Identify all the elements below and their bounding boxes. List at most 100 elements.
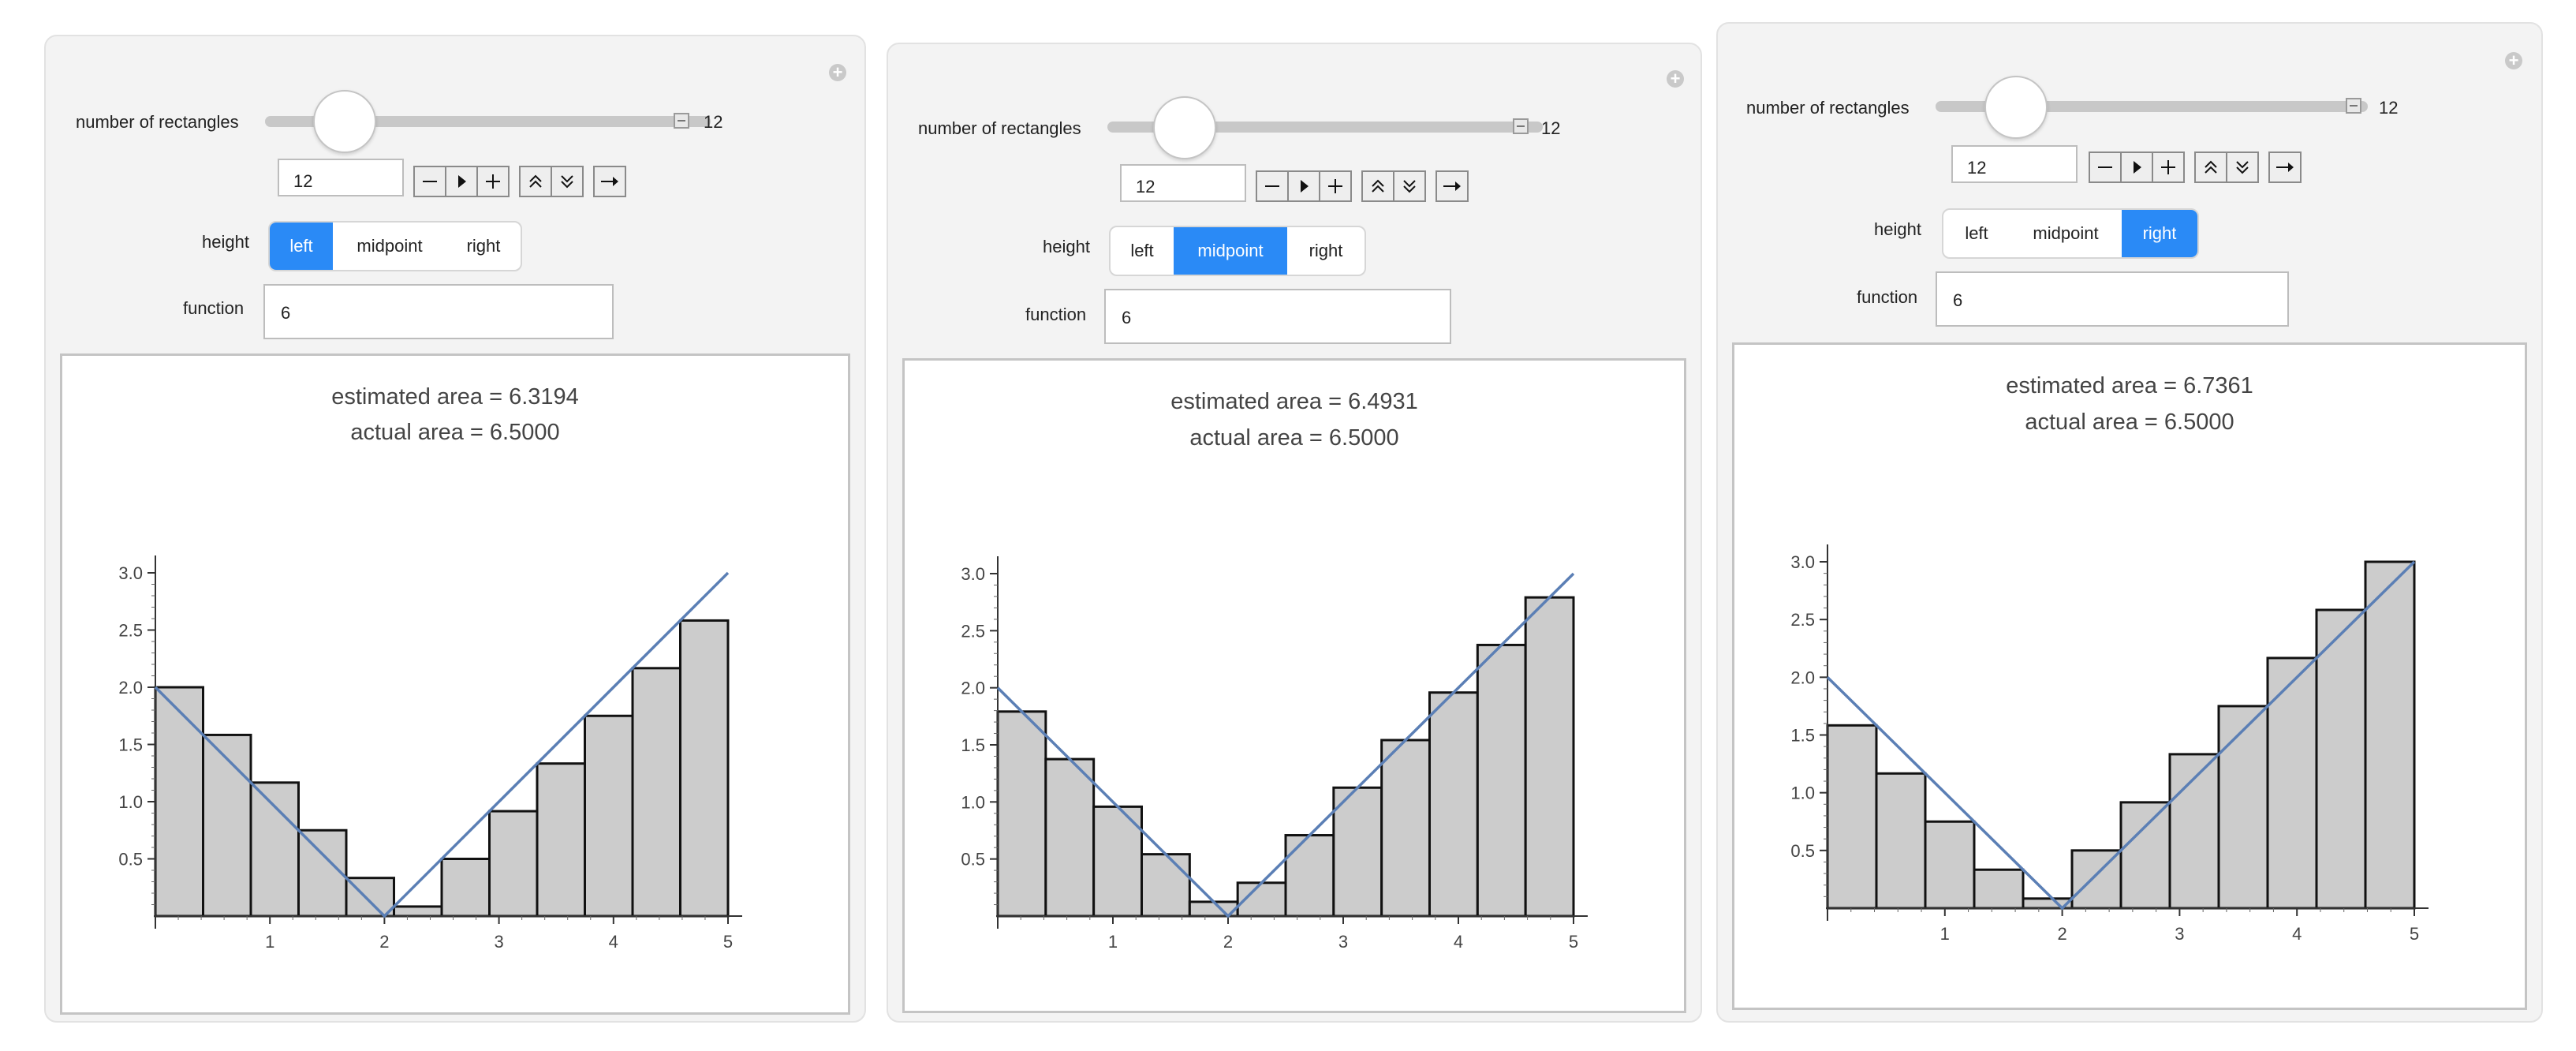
manipulate-panel-left: + number of rectangles 12 12 height left… [44, 35, 866, 1023]
riemann-chart: 1 2 3 4 5 0.5 1.0 1.5 2.0 2.5 3.0 [1790, 544, 2429, 944]
bar-9 [536, 762, 586, 918]
direction-button[interactable] [2268, 151, 2302, 183]
bar-3 [1924, 820, 1976, 910]
rectangles-input[interactable]: 12 [278, 159, 404, 196]
slider-collapse-icon[interactable] [2346, 98, 2361, 114]
bar-9 [1380, 739, 1432, 918]
decrement-button[interactable] [413, 166, 446, 197]
direction-button[interactable] [593, 166, 626, 197]
height-option-left[interactable]: left [270, 223, 333, 270]
bar-3 [1092, 805, 1144, 918]
play-button[interactable] [1287, 170, 1320, 202]
actual-area: actual area = 6.5000 [350, 420, 560, 445]
increment-button[interactable] [1319, 170, 1352, 202]
rectangles-slider-thumb[interactable] [1153, 96, 1216, 159]
bar-4 [297, 828, 348, 918]
bar-12 [1524, 596, 1575, 918]
slower-button[interactable] [1393, 170, 1426, 202]
function-label: function [183, 298, 245, 318]
actual-area: actual area = 6.5000 [2025, 410, 2234, 435]
bar-7 [2119, 801, 2171, 910]
estimated-area: estimated area = 6.4931 [1170, 389, 1418, 414]
animation-controls [413, 166, 626, 197]
expand-plus-icon[interactable]: + [829, 64, 846, 81]
slider-value: 12 [704, 112, 723, 132]
slower-button[interactable] [551, 166, 584, 197]
height-option-left[interactable]: left [1965, 223, 1988, 243]
function-input[interactable]: 6 [1104, 289, 1451, 344]
bar-12 [2364, 560, 2416, 910]
function-input[interactable]: 6 [263, 284, 614, 339]
manipulate-panel-right: + number of rectangles 12 12 height left… [1716, 22, 2543, 1023]
slower-button[interactable] [2226, 151, 2259, 183]
animation-controls [2089, 151, 2302, 183]
bar-9 [2217, 705, 2269, 910]
y-tick-label-1.5: 1.5 [1790, 726, 1815, 746]
y-tick-label-2.5: 2.5 [1790, 610, 1815, 630]
bar-10 [1428, 691, 1479, 918]
riemann-chart: 1 2 3 4 5 0.5 1.0 1.5 2.0 2.5 3.0 [118, 555, 742, 952]
bar-4 [1141, 853, 1191, 918]
height-selector: left midpoint right [1942, 208, 2199, 259]
height-selector: left midpoint right [1109, 226, 1366, 276]
height-option-left[interactable]: left [1130, 241, 1154, 260]
slider-label: number of rectangles [76, 112, 239, 132]
y-tick-label-1.5: 1.5 [118, 735, 143, 755]
x-tick-label-4: 4 [609, 932, 618, 952]
rectangles-input[interactable]: 12 [1120, 164, 1246, 202]
height-option-midpoint[interactable]: midpoint [2033, 223, 2099, 243]
x-tick-label-2: 2 [1223, 932, 1233, 952]
height-option-midpoint[interactable]: midpoint [1174, 227, 1287, 275]
rectangles-slider-track[interactable] [1107, 122, 1543, 133]
x-tick-label-3: 3 [2175, 924, 2184, 944]
y-tick-label-2.5: 2.5 [961, 621, 985, 641]
faster-button[interactable] [519, 166, 552, 197]
plot-area: estimated area = 6.4931 actual area = 6.… [902, 358, 1686, 1013]
x-tick-label-3: 3 [1338, 932, 1348, 952]
y-tick-label-1.0: 1.0 [118, 792, 143, 812]
function-curve [1826, 560, 2416, 911]
expand-plus-icon[interactable]: + [2505, 52, 2522, 69]
x-tick-label-5: 5 [1569, 932, 1578, 952]
slider-label: number of rectangles [1746, 98, 1910, 118]
height-option-right[interactable]: right [2122, 210, 2197, 257]
expand-plus-icon[interactable]: + [1667, 70, 1684, 88]
bar-2 [1044, 757, 1096, 918]
slider-collapse-icon[interactable] [674, 113, 689, 129]
decrement-button[interactable] [2089, 151, 2122, 183]
play-button[interactable] [445, 166, 478, 197]
bar-11 [2315, 608, 2367, 910]
y-tick-label-0.5: 0.5 [1790, 841, 1815, 861]
direction-button[interactable] [1435, 170, 1469, 202]
plot-area: estimated area = 6.7361 actual area = 6.… [1732, 342, 2527, 1010]
function-input[interactable]: 6 [1936, 271, 2289, 327]
rectangles-slider-track[interactable] [265, 116, 711, 127]
x-tick-label-2: 2 [379, 932, 389, 952]
increment-button[interactable] [2152, 151, 2185, 183]
faster-button[interactable] [2194, 151, 2227, 183]
height-option-midpoint[interactable]: midpoint [357, 236, 423, 256]
height-option-right[interactable]: right [466, 236, 501, 256]
y-tick-label-2.0: 2.0 [961, 679, 985, 698]
height-option-right[interactable]: right [1309, 241, 1343, 260]
faster-button[interactable] [1361, 170, 1394, 202]
y-tick-label-3.0: 3.0 [961, 564, 985, 584]
x-tick-label-5: 5 [2410, 924, 2419, 944]
height-label: height [1043, 237, 1090, 256]
y-tick-label-2.5: 2.5 [118, 621, 143, 641]
slider-collapse-icon[interactable] [1513, 118, 1529, 134]
y-tick-label-0.5: 0.5 [118, 850, 143, 870]
height-selector: left midpoint right [268, 221, 522, 271]
rectangles-slider-thumb[interactable] [313, 90, 376, 153]
x-tick-label-2: 2 [2057, 924, 2066, 944]
rectangles-slider-thumb[interactable] [1984, 76, 2048, 139]
increment-button[interactable] [476, 166, 510, 197]
rectangles-input[interactable]: 12 [1951, 145, 2078, 183]
riemann-chart: 1 2 3 4 5 0.5 1.0 1.5 2.0 2.5 3.0 [961, 556, 1588, 952]
bar-8 [1332, 786, 1383, 918]
bar-1 [154, 686, 204, 918]
x-tick-label-1: 1 [265, 932, 274, 952]
play-button[interactable] [2120, 151, 2153, 183]
bar-8 [488, 810, 539, 918]
decrement-button[interactable] [1256, 170, 1289, 202]
